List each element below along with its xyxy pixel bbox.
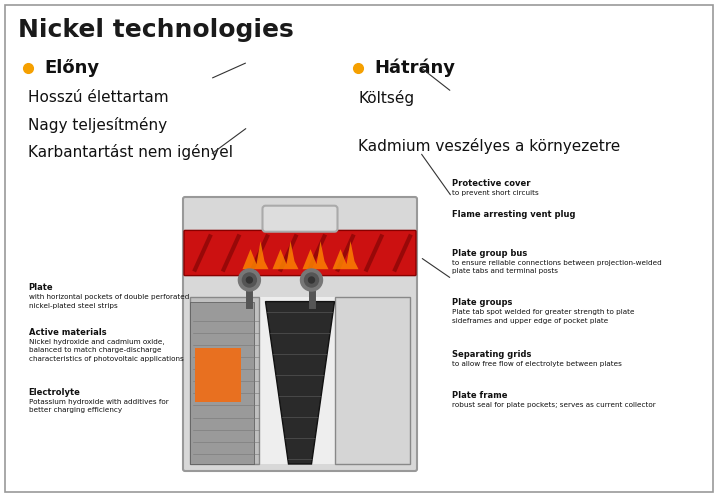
Circle shape — [246, 277, 253, 283]
Circle shape — [301, 269, 322, 291]
Text: better charging efficiency: better charging efficiency — [29, 407, 122, 413]
Text: balanced to match charge-discharge: balanced to match charge-discharge — [29, 347, 162, 353]
Bar — [190, 297, 410, 464]
Text: Plate frame: Plate frame — [452, 391, 508, 400]
Text: Plate group bus: Plate group bus — [452, 248, 528, 257]
Text: to prevent short circuits: to prevent short circuits — [452, 190, 539, 196]
Circle shape — [238, 269, 261, 291]
Text: Active materials: Active materials — [29, 328, 106, 337]
Text: Nickel technologies: Nickel technologies — [18, 18, 294, 42]
Text: to allow free flow of electrolyte between plates: to allow free flow of electrolyte betwee… — [452, 361, 623, 367]
Text: Separating grids: Separating grids — [452, 350, 532, 359]
Text: robust seal for plate pockets; serves as current collector: robust seal for plate pockets; serves as… — [452, 402, 656, 408]
FancyBboxPatch shape — [263, 206, 337, 232]
FancyBboxPatch shape — [190, 297, 259, 464]
FancyBboxPatch shape — [335, 297, 411, 464]
Polygon shape — [302, 241, 329, 269]
Polygon shape — [266, 302, 335, 464]
Text: Nickel hydroxide and cadmium oxide,: Nickel hydroxide and cadmium oxide, — [29, 339, 164, 345]
Circle shape — [304, 273, 319, 287]
Text: Kadmium veszélyes a környezetre: Kadmium veszélyes a környezetre — [358, 138, 620, 154]
Text: sideframes and upper edge of pocket plate: sideframes and upper edge of pocket plat… — [452, 318, 609, 324]
Text: Plate tab spot welded for greater strength to plate: Plate tab spot welded for greater streng… — [452, 309, 635, 315]
Bar — [195, 347, 241, 402]
Text: plate tabs and terminal posts: plate tabs and terminal posts — [452, 268, 559, 274]
Text: Flame arresting vent plug: Flame arresting vent plug — [452, 210, 576, 219]
Text: Plate: Plate — [29, 283, 53, 292]
Circle shape — [243, 273, 256, 287]
Text: Protective cover: Protective cover — [452, 179, 531, 188]
Text: Hosszú élettartam: Hosszú élettartam — [28, 90, 169, 105]
Text: Hátrány: Hátrány — [374, 59, 455, 77]
Text: Előny: Előny — [44, 59, 99, 77]
FancyBboxPatch shape — [183, 197, 417, 471]
Text: to ensure reliable connections between projection-welded: to ensure reliable connections between p… — [452, 260, 662, 266]
FancyBboxPatch shape — [184, 231, 416, 276]
Text: Plate groups: Plate groups — [452, 298, 513, 307]
Circle shape — [309, 277, 314, 283]
Text: nickel-plated steel strips: nickel-plated steel strips — [29, 303, 118, 309]
Text: Electrolyte: Electrolyte — [29, 388, 80, 397]
Polygon shape — [332, 241, 358, 269]
Text: characteristics of photovoltaic applications: characteristics of photovoltaic applicat… — [29, 356, 184, 362]
Text: with horizontal pockets of double perforated: with horizontal pockets of double perfor… — [29, 294, 189, 300]
Text: Költség: Költség — [358, 90, 414, 106]
Polygon shape — [273, 241, 299, 269]
Text: Potassium hydroxide with additives for: Potassium hydroxide with additives for — [29, 399, 169, 405]
Text: Nagy teljesítmény: Nagy teljesítmény — [28, 117, 167, 133]
Bar — [190, 302, 254, 464]
Polygon shape — [243, 241, 269, 269]
Text: Karbantartást nem igényel: Karbantartást nem igényel — [28, 144, 233, 160]
